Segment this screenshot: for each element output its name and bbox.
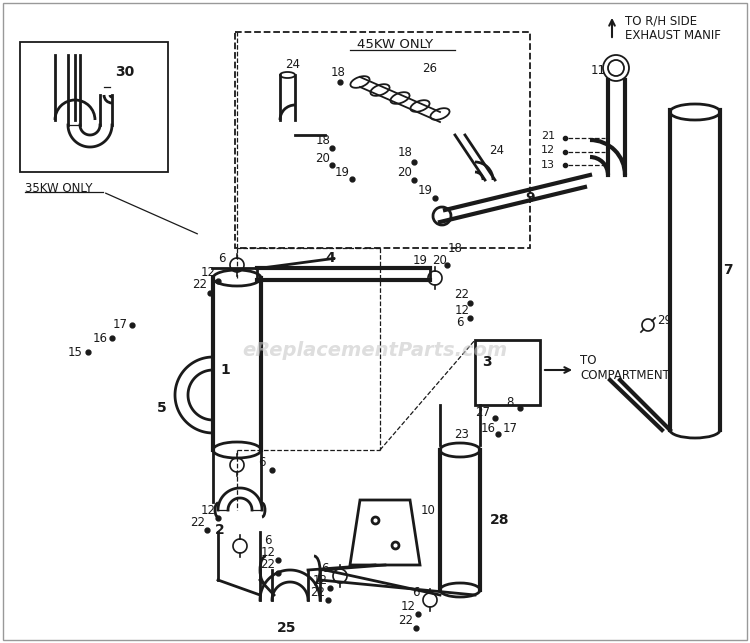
Text: 22: 22	[190, 516, 206, 529]
Text: 2: 2	[215, 523, 225, 537]
Text: 6: 6	[456, 316, 464, 329]
Text: 20: 20	[316, 152, 331, 165]
Text: 12: 12	[541, 145, 555, 155]
Text: 11: 11	[590, 64, 605, 77]
Text: 18: 18	[448, 242, 463, 255]
Text: 10: 10	[421, 503, 436, 516]
Text: 6: 6	[321, 561, 328, 574]
Text: 12: 12	[260, 547, 275, 559]
FancyArrowPatch shape	[265, 258, 334, 267]
Text: 22: 22	[310, 586, 326, 599]
Text: 12: 12	[313, 574, 328, 588]
Text: 35KW ONLY: 35KW ONLY	[25, 181, 92, 194]
Text: 21: 21	[541, 131, 555, 141]
Text: TO R/H SIDE
EXHAUST MANIF: TO R/H SIDE EXHAUST MANIF	[625, 14, 721, 42]
Text: 6: 6	[258, 455, 266, 469]
Text: 19: 19	[413, 253, 428, 266]
Text: 6: 6	[264, 534, 272, 547]
Text: 9: 9	[525, 191, 535, 205]
Text: 22: 22	[398, 613, 413, 626]
Text: 23: 23	[454, 428, 470, 442]
Text: 13: 13	[541, 160, 555, 170]
Text: 19: 19	[418, 183, 433, 197]
Bar	[20, 42, 168, 172]
Text: 20: 20	[398, 165, 412, 179]
Text: 20: 20	[433, 253, 448, 266]
Text: 22: 22	[193, 278, 208, 291]
Text: 12: 12	[200, 266, 215, 280]
Text: 27: 27	[476, 406, 490, 419]
Text: 8: 8	[506, 397, 514, 410]
Text: TO
COMPARTMENT: TO COMPARTMENT	[580, 354, 670, 382]
Text: 7: 7	[723, 263, 733, 277]
Text: 19: 19	[334, 165, 350, 179]
Text: 6: 6	[218, 251, 226, 264]
Text: 24: 24	[286, 59, 301, 71]
Text: 5: 5	[158, 401, 166, 415]
Text: 6: 6	[413, 586, 420, 599]
Text: 29: 29	[658, 314, 673, 327]
Text: 26: 26	[422, 62, 437, 75]
Text: 3: 3	[482, 355, 492, 369]
Text: 12: 12	[400, 601, 416, 613]
Text: 45KW ONLY: 45KW ONLY	[357, 37, 433, 51]
Text: 25: 25	[278, 621, 297, 635]
Text: 18: 18	[398, 147, 412, 159]
Text: 18: 18	[331, 66, 346, 78]
Text: 30: 30	[116, 65, 135, 79]
Text: 12: 12	[454, 303, 470, 316]
Text: 12: 12	[200, 503, 215, 516]
Text: 15: 15	[68, 345, 82, 359]
Text: 22: 22	[260, 559, 275, 572]
Text: 16: 16	[92, 332, 107, 345]
Text: 1: 1	[220, 363, 230, 377]
Bar	[475, 340, 540, 405]
Text: 16: 16	[481, 422, 496, 435]
Text: 28: 28	[490, 513, 510, 527]
Text: 17: 17	[503, 422, 518, 435]
Text: eReplacementParts.com: eReplacementParts.com	[242, 341, 508, 359]
Text: 4: 4	[326, 251, 334, 265]
Text: 24: 24	[490, 143, 505, 156]
Text: 22: 22	[454, 289, 470, 302]
Text: 18: 18	[316, 134, 331, 147]
Text: 17: 17	[112, 318, 128, 332]
